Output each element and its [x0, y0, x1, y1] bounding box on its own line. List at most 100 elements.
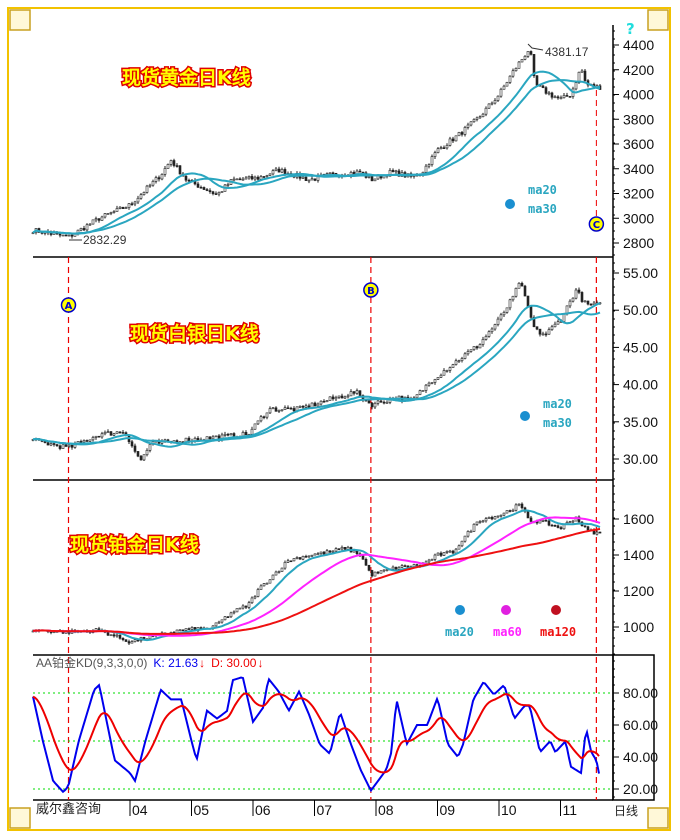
candle-body	[463, 535, 467, 542]
candle-body	[133, 201, 137, 205]
candle	[307, 179, 311, 184]
candle-body	[451, 138, 455, 142]
candle-body	[490, 328, 494, 333]
candle	[385, 400, 389, 404]
candle-body	[484, 518, 488, 522]
candle	[331, 394, 335, 401]
candle-body	[529, 306, 533, 318]
candle-body	[208, 436, 212, 440]
candle	[391, 565, 395, 570]
candle	[571, 519, 575, 524]
marker-B[interactable]	[363, 282, 379, 298]
marker-A[interactable]	[60, 297, 77, 313]
candle-body	[589, 303, 593, 306]
candle-body	[565, 95, 569, 97]
candle	[514, 287, 518, 298]
candle-body	[352, 391, 356, 394]
candle-body	[379, 400, 383, 403]
candle-body	[124, 639, 128, 642]
candle	[274, 570, 278, 576]
candle-body	[337, 395, 341, 398]
candle	[370, 569, 374, 578]
candle	[319, 551, 323, 555]
candle	[442, 145, 446, 149]
candle	[460, 540, 464, 548]
candle-body	[442, 370, 446, 376]
candle	[481, 336, 485, 347]
candle-body	[280, 567, 284, 572]
candle-body	[421, 390, 425, 392]
candle-body	[160, 174, 164, 180]
candle	[232, 176, 236, 182]
candle-body	[352, 550, 356, 553]
candle	[196, 181, 200, 188]
candle-body	[376, 400, 380, 404]
candle	[532, 315, 536, 328]
candle	[502, 84, 506, 90]
candle	[130, 201, 134, 206]
candle	[382, 400, 386, 405]
candle	[100, 431, 104, 439]
candle	[493, 323, 497, 331]
candle-body	[310, 554, 314, 557]
candle-body	[442, 147, 446, 149]
candle	[565, 92, 569, 97]
candle-body	[253, 423, 257, 430]
marker-C[interactable]	[588, 216, 605, 232]
candle-body	[466, 124, 470, 128]
candle	[220, 191, 224, 193]
candle	[577, 287, 581, 295]
candle-body	[280, 409, 284, 411]
candle-body	[250, 176, 254, 180]
candle-body	[112, 433, 116, 436]
candle	[142, 454, 146, 461]
candle-body	[340, 547, 344, 550]
candle	[433, 553, 437, 562]
candle-body	[562, 313, 566, 322]
ma30-line	[32, 79, 601, 235]
candle-body	[112, 211, 116, 213]
y-tick-label: 40.00	[623, 377, 658, 393]
candle-body	[367, 564, 371, 571]
candle	[82, 225, 86, 231]
candle-body	[232, 611, 236, 614]
candle-body	[244, 177, 248, 180]
candle	[403, 564, 407, 567]
candle-body	[250, 428, 254, 435]
candle	[178, 629, 182, 632]
help-icon[interactable]: ?	[626, 20, 635, 38]
x-tick-label: 05	[194, 802, 210, 818]
y-tick-label: 3800	[623, 111, 654, 127]
candle	[280, 409, 284, 412]
candle	[394, 169, 398, 174]
candle-body	[271, 407, 275, 410]
candle	[520, 281, 524, 287]
candle	[250, 596, 254, 605]
candle-body	[328, 550, 332, 553]
candle-body	[529, 517, 533, 522]
y-tick-label: 1400	[623, 547, 654, 563]
candle	[484, 106, 488, 117]
candle-body	[253, 176, 257, 180]
candle-body	[538, 520, 542, 524]
candle	[511, 295, 515, 302]
candle-body	[529, 51, 533, 55]
candle-body	[343, 396, 347, 399]
candle-body	[346, 546, 350, 550]
candle-body	[118, 431, 122, 434]
period-label[interactable]: 日线	[614, 804, 638, 818]
candle-body	[265, 582, 269, 585]
candle-body	[301, 556, 305, 560]
candle-body	[349, 391, 353, 397]
y-tick-label: 1000	[623, 619, 654, 635]
ma30-line	[32, 310, 601, 446]
candle	[469, 121, 473, 127]
candle	[139, 455, 143, 461]
candle-body	[214, 435, 218, 438]
candle	[475, 116, 479, 122]
candle	[298, 557, 302, 560]
candle	[133, 200, 137, 207]
candle	[241, 177, 245, 181]
candle-body	[283, 562, 287, 569]
candle-body	[439, 552, 443, 556]
